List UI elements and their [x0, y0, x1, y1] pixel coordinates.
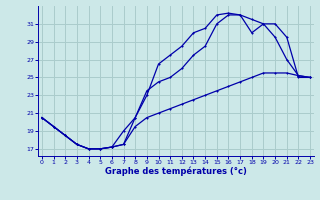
X-axis label: Graphe des températures (°c): Graphe des températures (°c)	[105, 167, 247, 176]
